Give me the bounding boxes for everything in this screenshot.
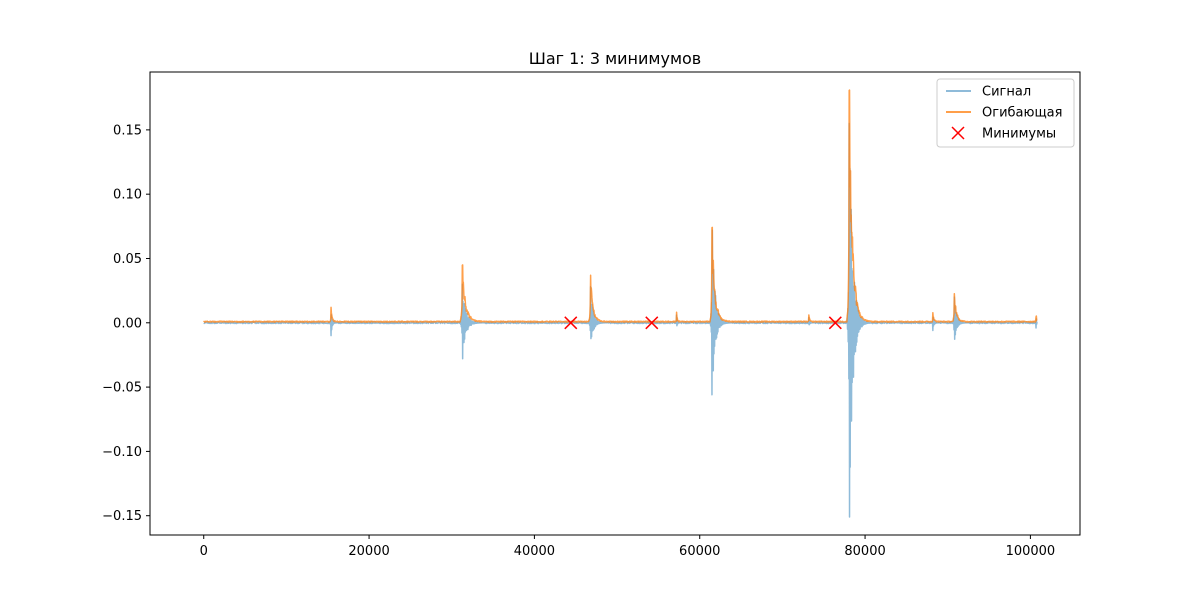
minimum-marker [564,316,578,330]
y-axis: −0.15 −0.10 −0.05 0.00 0.05 0.10 0.15 [102,123,150,524]
series-layer [203,89,1038,518]
x-axis: 0 20000 40000 60000 80000 100000 [200,535,1056,559]
y-tick-label: 0.10 [113,188,142,203]
chart-title: Шаг 1: 3 минимумов [529,49,701,68]
y-tick-label: 0.15 [113,123,142,138]
y-tick-label: −0.05 [102,381,142,396]
series-line-envelope [203,89,1038,323]
legend-entry: Минимумы [951,126,1056,142]
legend-entry: Огибающая [946,106,1062,121]
legend-label: Огибающая [982,106,1062,121]
legend-swatch [951,126,965,140]
x-tick-label: 0 [200,544,208,559]
legend-label: Сигнал [982,85,1031,100]
y-tick-label: 0.05 [113,252,142,267]
legend: Сигнал Огибающая Минимумы [936,78,1075,148]
minimum-marker [828,316,842,330]
plot-frame [149,71,1081,536]
x-tick-label: 20000 [348,544,389,559]
y-tick-label: −0.15 [102,509,142,524]
legend-label: Минимумы [982,127,1056,142]
legend-frame [936,78,1075,148]
plot-area [149,71,1081,536]
marker-layer [564,316,842,330]
y-tick-label: −0.10 [102,445,142,460]
y-tick-label: 0.00 [113,316,142,331]
x-tick-label: 80000 [844,544,885,559]
minimum-marker [645,316,659,330]
x-tick-label: 40000 [514,544,555,559]
legend-entry: Сигнал [946,85,1031,100]
x-tick-label: 100000 [1006,544,1056,559]
x-tick-label: 60000 [679,544,720,559]
